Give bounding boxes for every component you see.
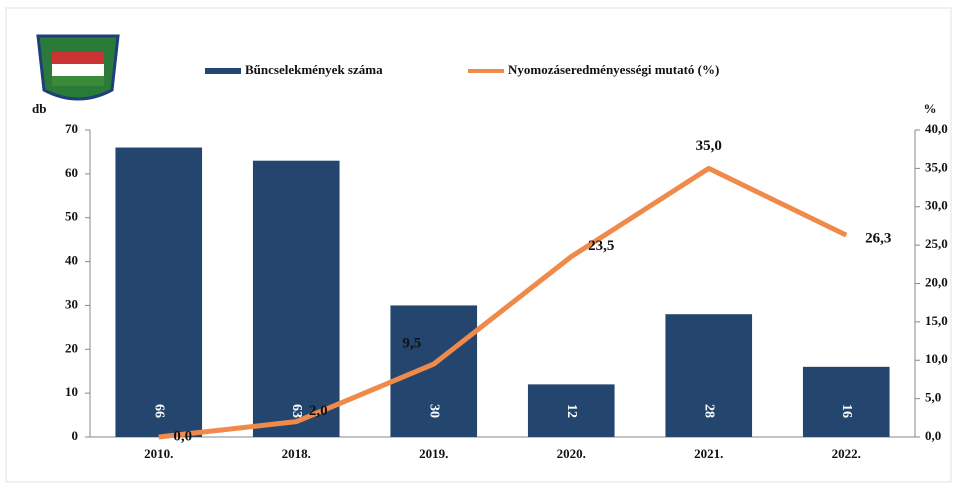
line-value-label: 35,0: [696, 138, 722, 154]
y2-tick-label: 40,0: [925, 121, 948, 136]
y-tick-label: 60: [65, 165, 78, 180]
y2-tick-label: 25,0: [925, 236, 948, 251]
y-tick-label: 70: [65, 121, 78, 136]
y2-tick-label: 20,0: [925, 274, 948, 289]
line-value-label: 2,0: [309, 403, 328, 419]
bar: [252, 160, 340, 437]
x-tick-label: 2019.: [419, 446, 448, 461]
bar: [802, 366, 890, 437]
bar-value-label: 66: [152, 404, 167, 418]
line: [158, 165, 848, 440]
legend-label: Nyomozáseredményességi mutató (%): [508, 62, 719, 77]
y2-tick-label: 15,0: [925, 313, 948, 328]
y-tick-label: 0: [72, 428, 79, 443]
line-value-label: 0,0: [173, 428, 192, 444]
bar-value-label: 28: [702, 404, 717, 418]
y-tick-label: 30: [65, 296, 78, 311]
x-tick-label: 2010.: [144, 446, 173, 461]
bar-value-label: 16: [839, 404, 854, 418]
bar: [527, 384, 615, 437]
x-tick-label: 2018.: [282, 446, 311, 461]
legend-swatch: [205, 68, 241, 74]
y-tick-label: 40: [65, 253, 78, 268]
bar-value-label: 30: [427, 404, 442, 418]
bar: [665, 314, 753, 437]
y-tick-label: 10: [65, 384, 78, 399]
y-axis-label: db: [32, 101, 46, 116]
x-tick-label: 2020.: [557, 446, 586, 461]
y2-tick-label: 35,0: [925, 159, 948, 174]
bar: [115, 147, 203, 438]
line-value-label: 9,5: [402, 336, 421, 352]
bar-value-label: 63: [289, 404, 304, 418]
logo: [36, 34, 120, 101]
y-tick-label: 50: [65, 209, 78, 224]
y-tick-label: 20: [65, 340, 78, 355]
y2-axis-label: %: [924, 101, 937, 116]
x-tick-label: 2022.: [832, 446, 861, 461]
y2-tick-label: 0,0: [925, 428, 941, 443]
bar: [390, 305, 478, 437]
frame: [5, 7, 952, 483]
x-tick-label: 2021.: [694, 446, 723, 461]
legend-label: Bűncselekmények száma: [245, 62, 383, 77]
y2-tick-label: 5,0: [925, 390, 941, 405]
line-value-label: 26,3: [865, 231, 891, 247]
y2-tick-label: 30,0: [925, 198, 948, 213]
y2-tick-label: 10,0: [925, 351, 948, 366]
line-value-label: 23,5: [588, 238, 614, 254]
bar-value-label: 12: [564, 404, 579, 418]
